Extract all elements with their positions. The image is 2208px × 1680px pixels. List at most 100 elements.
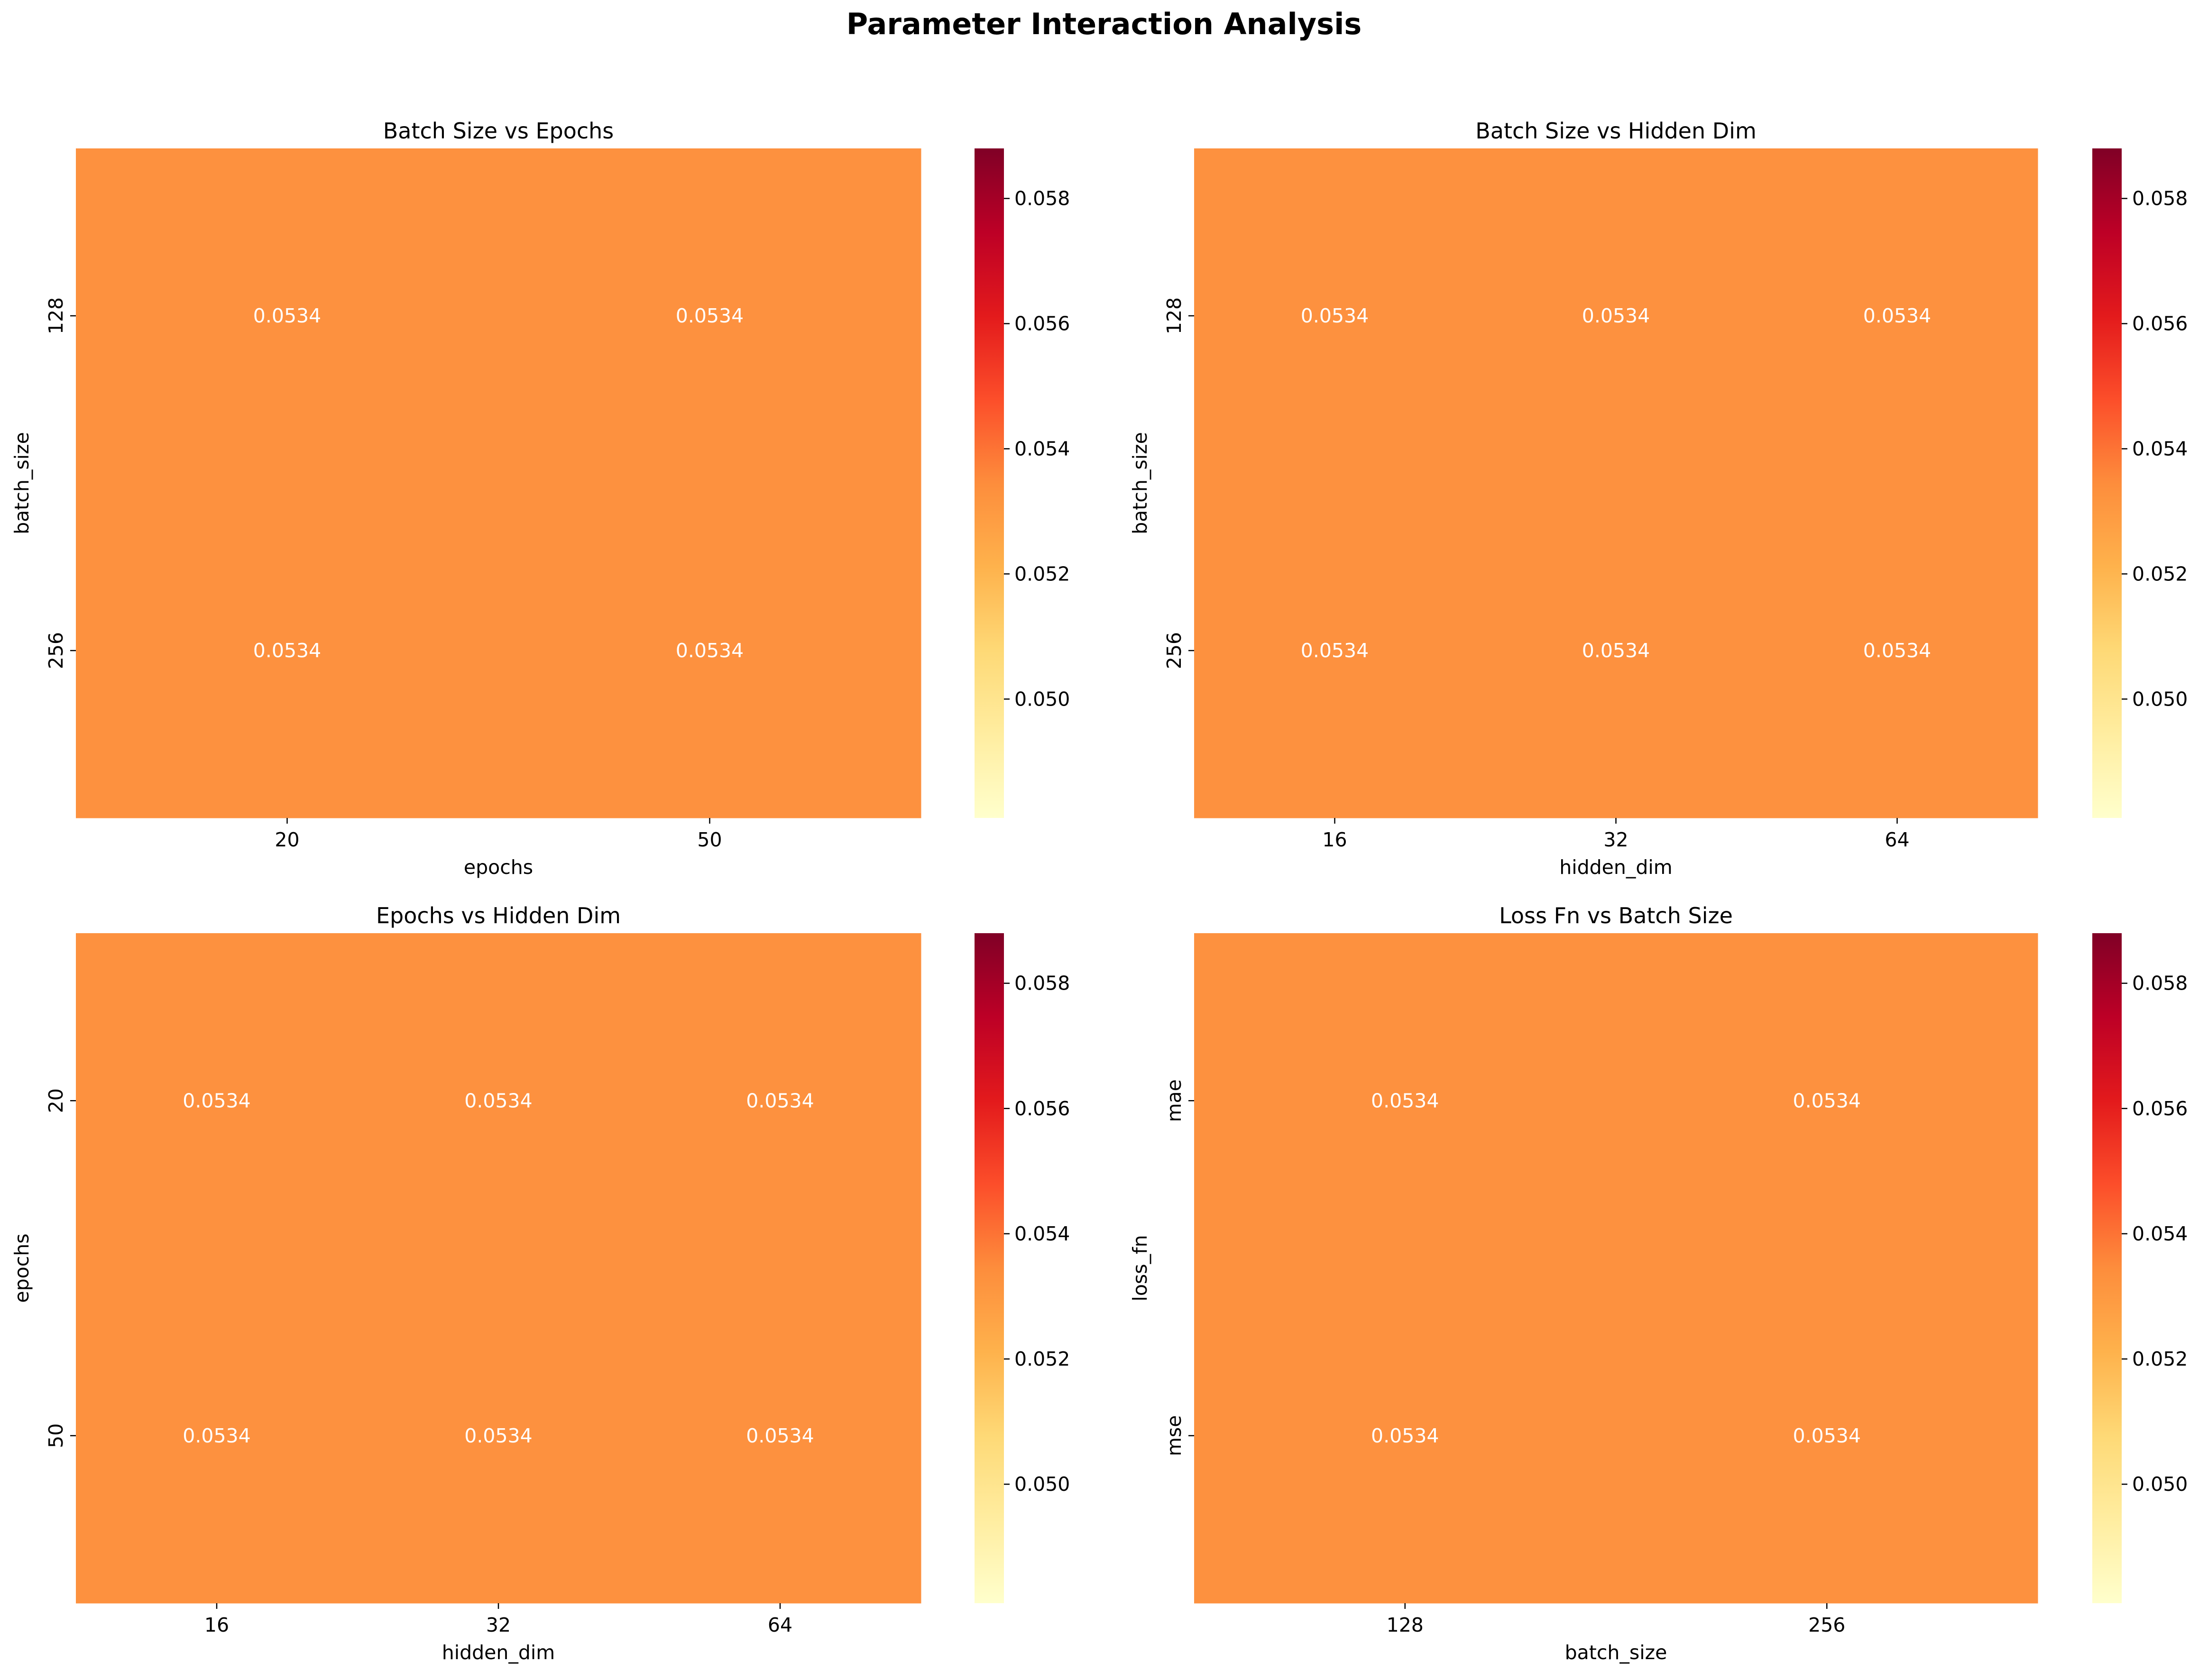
colorbar: 0.050 0.052 0.054 0.056 0.058: [975, 933, 1070, 1603]
heatmap-cell: [639, 1268, 921, 1604]
cell-annotation: 0.0534: [464, 1089, 532, 1112]
colorbar-tick-label: 0.054: [2132, 1222, 2188, 1245]
colorbar-tick-label: 0.056: [1014, 312, 1070, 335]
colorbar: 0.050 0.052 0.054 0.056 0.058: [2092, 148, 2188, 818]
colorbar-tick-label: 0.058: [2132, 972, 2188, 995]
cell-annotation: 0.0534: [1301, 639, 1369, 662]
y-axis-label: epochs: [10, 1233, 33, 1303]
heatmap-cell: [1194, 483, 1476, 818]
cell-annotation: 0.0534: [183, 1424, 250, 1447]
colorbar-tick-label: 0.050: [2132, 1473, 2188, 1496]
x-tick-label: 50: [697, 828, 722, 851]
heatmap-cell: [1757, 148, 2038, 484]
cell-annotation: 0.0534: [464, 1424, 532, 1447]
colorbar-tick-label: 0.052: [1014, 1348, 1070, 1370]
cell-annotation: 0.0534: [1582, 304, 1650, 327]
y-axis-label: batch_size: [10, 432, 33, 534]
heatmap-cell: [1194, 148, 1476, 484]
y-tick-label: 256: [1163, 632, 1186, 669]
heatmap-cell: [1616, 1268, 2038, 1604]
colorbar-tick-label: 0.052: [2132, 562, 2188, 585]
x-tick-label: 20: [275, 828, 299, 851]
cell-annotation: 0.0534: [1582, 639, 1650, 662]
cell-annotation: 0.0534: [1793, 1089, 1861, 1112]
colorbar-tick-label: 0.058: [1014, 972, 1070, 995]
figure-title: Parameter Interaction Analysis: [846, 7, 1362, 41]
x-axis-label: hidden_dim: [1559, 856, 1673, 879]
cell-annotation: 0.0534: [183, 1089, 250, 1112]
y-axis-label: batch_size: [1129, 432, 1151, 534]
y-tick-label: 128: [1163, 297, 1186, 334]
cell-annotation: 0.0534: [746, 1424, 814, 1447]
panel-title: Batch Size vs Epochs: [383, 118, 614, 144]
y-tick-label: 50: [45, 1423, 67, 1448]
heatmap-panel-1: Batch Size vs Epochs 0.0534 0.0534 0.0534 0.…: [10, 118, 1070, 879]
heatmap-cell: [1757, 483, 2038, 818]
heatmap-cell: [358, 933, 640, 1268]
heatmap-cell: [1475, 148, 1757, 484]
x-tick-label: 32: [486, 1614, 511, 1636]
colorbar-gradient: [2092, 933, 2122, 1603]
colorbar-tick-label: 0.050: [2132, 688, 2188, 710]
heatmap-cell: [76, 933, 358, 1268]
panel-title: Epochs vs Hidden Dim: [376, 903, 621, 928]
y-tick-label: 128: [45, 297, 67, 334]
colorbar-tick-label: 0.054: [1014, 437, 1070, 460]
heatmap-cell: [76, 148, 499, 484]
colorbar-tick-label: 0.052: [1014, 562, 1070, 585]
cell-annotation: 0.0534: [1863, 304, 1931, 327]
x-tick-label: 256: [1808, 1614, 1845, 1636]
colorbar-gradient: [2092, 148, 2122, 818]
heatmap-cell: [76, 483, 499, 818]
heatmap-cell: [1194, 1268, 1616, 1604]
panel-title: Batch Size vs Hidden Dim: [1475, 118, 1757, 144]
heatmap-panel-3: Epochs vs Hidden Dim 0.0534 0.0534 0.0534 0.…: [10, 903, 1070, 1664]
heatmap-cell: [1616, 933, 2038, 1268]
colorbar-tick-label: 0.052: [2132, 1348, 2188, 1370]
x-tick-label: 128: [1387, 1614, 1424, 1636]
cell-annotation: 0.0534: [676, 639, 744, 662]
cell-annotation: 0.0534: [1863, 639, 1931, 662]
x-axis-label: hidden_dim: [442, 1641, 555, 1664]
colorbar-gradient: [975, 933, 1004, 1603]
colorbar-tick-label: 0.056: [2132, 312, 2188, 335]
colorbar-tick-label: 0.054: [1014, 1222, 1070, 1245]
y-tick-label: 20: [45, 1088, 67, 1113]
x-axis-label: batch_size: [1565, 1641, 1667, 1664]
x-tick-label: 64: [768, 1614, 792, 1636]
cell-annotation: 0.0534: [676, 304, 744, 327]
heatmap-cell: [639, 933, 921, 1268]
heatmap-cell: [498, 148, 921, 484]
cell-annotation: 0.0534: [1793, 1424, 1861, 1447]
heatmap-cell: [1194, 933, 1616, 1268]
heatmap-panel-4: Loss Fn vs Batch Size 0.0534 0.0534 0.0534 0…: [1129, 903, 2188, 1664]
colorbar: 0.050 0.052 0.054 0.056 0.058: [2092, 933, 2188, 1603]
colorbar-gradient: [975, 148, 1004, 818]
y-axis-label: loss_fn: [1129, 1235, 1151, 1301]
colorbar-tick-label: 0.050: [1014, 688, 1070, 710]
cell-annotation: 0.0534: [1371, 1424, 1439, 1447]
heatmap-cell: [76, 1268, 358, 1604]
y-tick-label: 256: [45, 632, 67, 669]
heatmap-cell: [1475, 483, 1757, 818]
heatmap-cell: [498, 483, 921, 818]
y-tick-label: mse: [1163, 1415, 1186, 1456]
x-axis-label: epochs: [464, 856, 533, 879]
y-tick-label: mae: [1163, 1079, 1186, 1122]
x-tick-label: 32: [1603, 828, 1628, 851]
panel-title: Loss Fn vs Batch Size: [1499, 903, 1733, 928]
colorbar-tick-label: 0.058: [1014, 187, 1070, 210]
cell-annotation: 0.0534: [253, 639, 321, 662]
x-tick-label: 16: [1322, 828, 1347, 851]
colorbar-tick-label: 0.058: [2132, 187, 2188, 210]
cell-annotation: 0.0534: [1371, 1089, 1439, 1112]
cell-annotation: 0.0534: [746, 1089, 814, 1112]
heatmap-cell: [358, 1268, 640, 1604]
colorbar-tick-label: 0.056: [2132, 1097, 2188, 1120]
x-tick-label: 16: [204, 1614, 229, 1636]
colorbar-tick-label: 0.050: [1014, 1473, 1070, 1496]
heatmap-panels: Batch Size vs Epochs 0.0534 0.0534 0.0534 0.…: [10, 118, 2188, 1664]
colorbar-tick-label: 0.054: [2132, 437, 2188, 460]
colorbar: 0.050 0.052 0.054 0.056 0.058: [975, 148, 1070, 818]
